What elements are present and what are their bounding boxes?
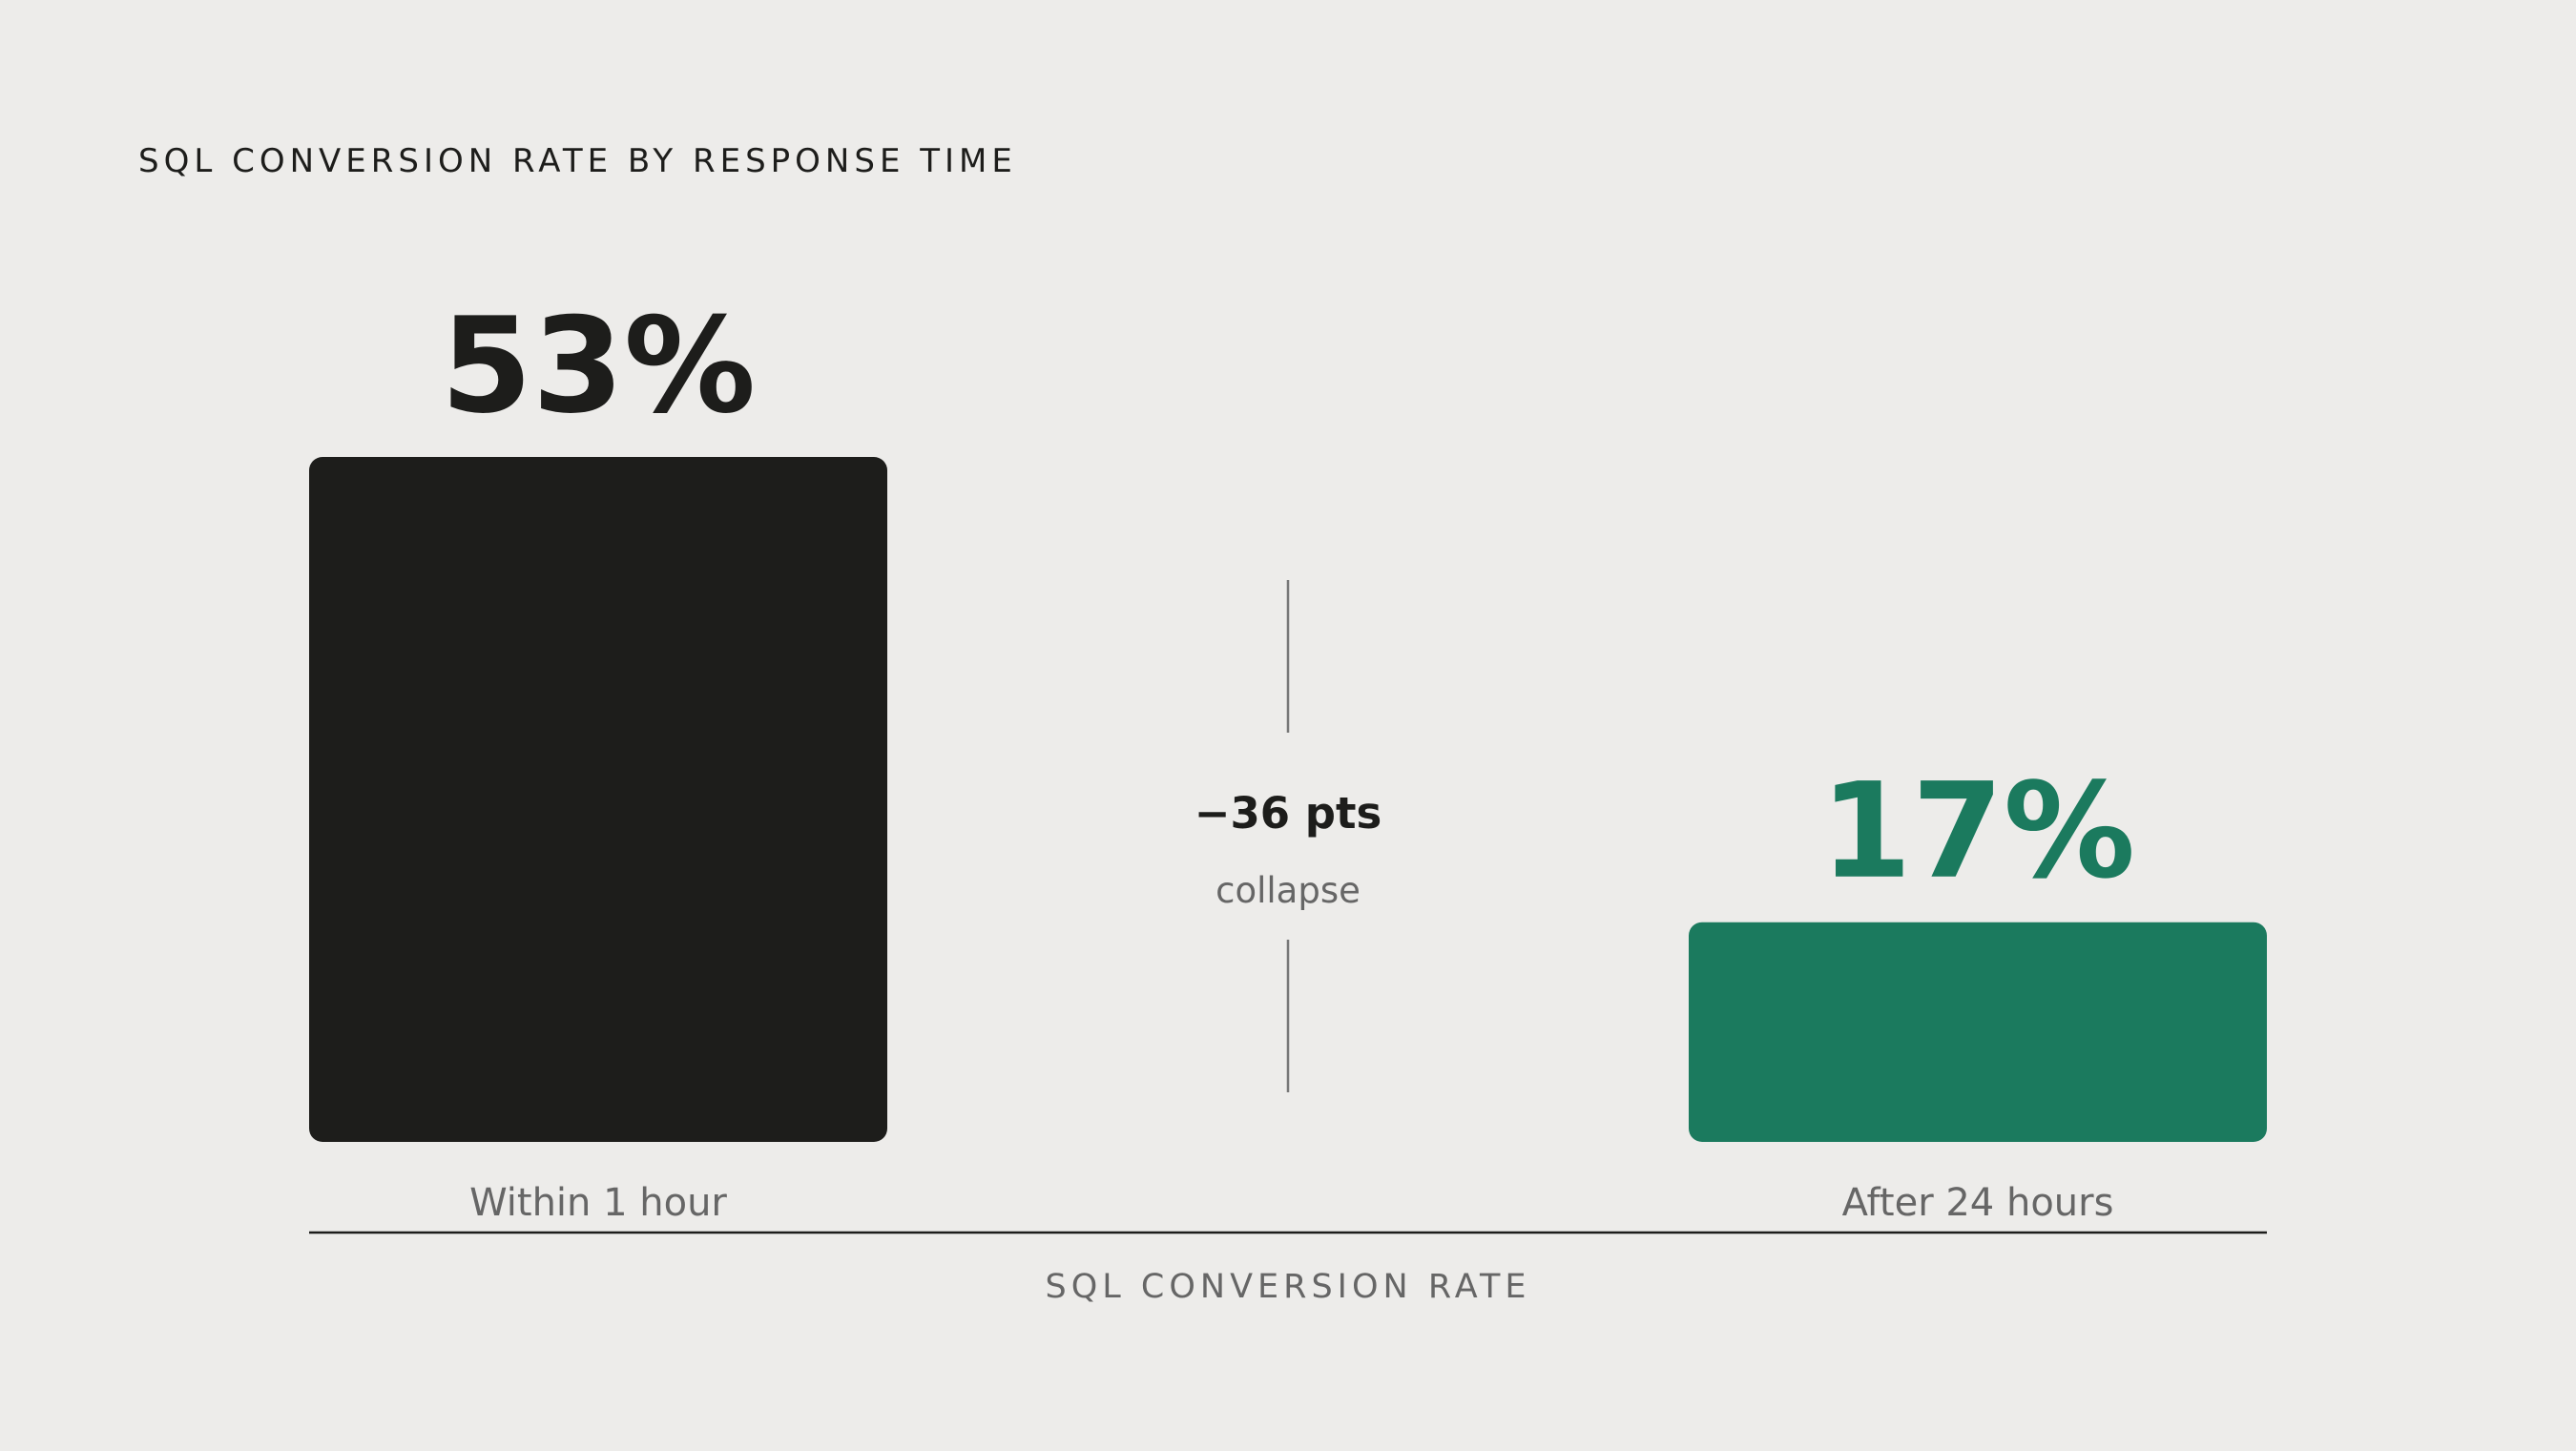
bar bbox=[1689, 922, 2267, 1142]
x-axis-label: SQL CONVERSION RATE bbox=[1046, 1268, 1531, 1306]
annotation-subtext: collapse bbox=[1215, 870, 1361, 911]
bar bbox=[309, 457, 887, 1142]
value-label: 53% bbox=[441, 289, 756, 443]
x-tick-label: After 24 hours bbox=[1842, 1181, 2114, 1225]
value-label: 17% bbox=[1820, 755, 2135, 908]
chart-title: SQL CONVERSION RATE BY RESPONSE TIME bbox=[138, 142, 1017, 180]
annotation-text: −36 pts bbox=[1195, 788, 1382, 839]
x-tick-label: Within 1 hour bbox=[469, 1181, 727, 1225]
